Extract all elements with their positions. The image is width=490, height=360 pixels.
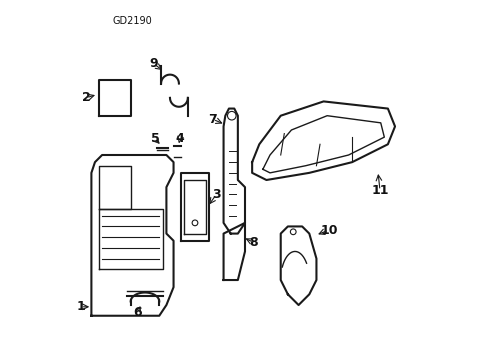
Text: 2: 2 — [82, 91, 91, 104]
Text: 7: 7 — [208, 113, 217, 126]
Text: GD2190: GD2190 — [113, 16, 152, 26]
Text: 4: 4 — [175, 132, 184, 145]
Text: 6: 6 — [133, 306, 142, 319]
Text: 3: 3 — [212, 188, 220, 201]
Text: 10: 10 — [320, 224, 338, 237]
Text: 1: 1 — [76, 300, 85, 313]
Text: 5: 5 — [150, 132, 159, 145]
Text: 8: 8 — [249, 236, 258, 249]
Text: 9: 9 — [149, 57, 158, 71]
Text: 11: 11 — [371, 184, 389, 197]
